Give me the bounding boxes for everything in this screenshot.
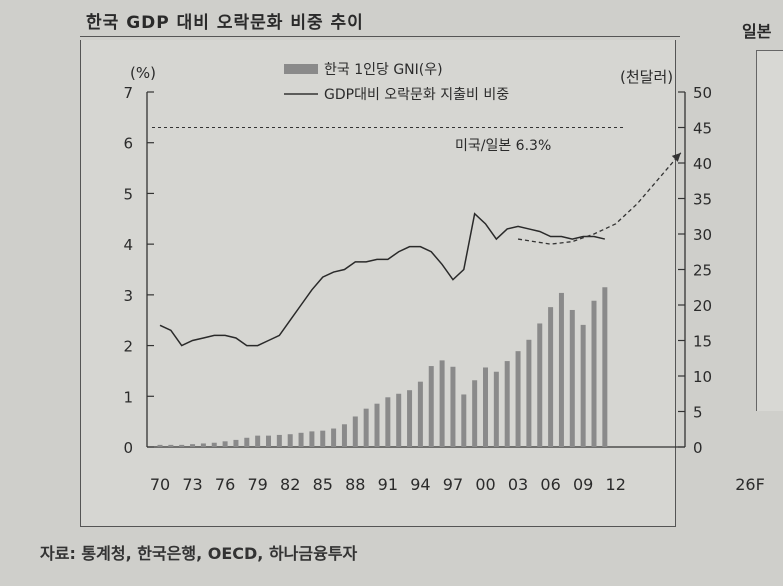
gni-bar	[537, 323, 543, 447]
gni-bar	[504, 361, 510, 447]
gni-bar	[483, 367, 488, 447]
x-tick-label: 12	[606, 475, 626, 494]
gni-bar	[461, 394, 467, 447]
gni-bar	[266, 435, 271, 447]
left-tick-label: 3	[123, 287, 133, 305]
right-tick-label: 20	[693, 297, 712, 315]
gni-bar	[450, 366, 456, 447]
right-tick-label: 0	[693, 439, 703, 457]
x-tick-label: 76	[215, 475, 235, 494]
gni-bar	[396, 393, 402, 447]
x-tick-label: 88	[345, 475, 365, 494]
right-axis-unit: (천달러)	[620, 68, 673, 86]
gni-bar	[417, 381, 423, 447]
gni-bar	[222, 441, 228, 447]
gni-bar	[352, 416, 358, 447]
x-tick-label: 03	[508, 475, 528, 494]
x-tick-label: 09	[573, 475, 593, 494]
share-line	[159, 212, 606, 347]
x-tick-label: 97	[443, 475, 463, 494]
gni-bar	[569, 309, 575, 447]
x-tick-label: 26F	[735, 475, 765, 494]
legend-bar-swatch	[284, 64, 318, 74]
gni-bar	[233, 439, 239, 447]
legend-line-label: GDP대비 오락문화 지출비 비중	[324, 87, 509, 103]
gni-bar	[363, 408, 369, 447]
left-tick-label: 4	[123, 236, 133, 254]
gni-bar	[200, 443, 206, 447]
gni-bar	[298, 432, 304, 447]
x-tick-label: 91	[378, 475, 398, 494]
right-tick-label: 5	[693, 404, 703, 422]
gni-bar	[591, 300, 597, 447]
x-tick-label: 70	[150, 475, 170, 494]
chart-title: 한국 GDP 대비 오락문화 비중 추이	[86, 13, 364, 33]
source-note: 자료: 통계청, 한국은행, OECD, 하나금융투자	[40, 544, 358, 563]
left-tick-label: 6	[123, 135, 133, 153]
left-tick-label: 2	[123, 338, 133, 356]
gni-bar	[341, 424, 347, 447]
gni-bar	[287, 434, 293, 447]
left-tick-label: 0	[123, 439, 133, 457]
gni-bar	[385, 397, 391, 447]
left-tick-label: 5	[123, 185, 133, 203]
gni-bar	[374, 403, 380, 447]
gni-bar	[580, 324, 586, 447]
left-tick-label: 7	[123, 84, 133, 102]
side-chart-title: 일본	[742, 22, 772, 41]
right-tick-label: 40	[693, 155, 712, 173]
gni-bar	[526, 339, 532, 447]
gni-bar	[493, 371, 499, 447]
gni-bar	[331, 428, 337, 447]
side-chart-frame	[756, 50, 783, 411]
gni-bar	[407, 390, 413, 447]
reference-label: 미국/일본 6.3%	[455, 138, 551, 154]
left-axis-unit: (%)	[130, 64, 156, 82]
gni-bar	[439, 360, 445, 447]
x-tick-label: 00	[475, 475, 495, 494]
x-tick-label: 79	[247, 475, 267, 494]
gni-bar	[168, 444, 174, 447]
gni-bar	[244, 437, 250, 447]
gni-bar	[157, 444, 163, 447]
gni-bar	[428, 366, 434, 447]
gni-bar	[309, 431, 315, 447]
gni-bar	[472, 380, 478, 447]
x-tick-label: 82	[280, 475, 300, 494]
x-tick-label: 94	[410, 475, 430, 494]
right-tick-label: 35	[693, 191, 712, 209]
title-rule	[80, 36, 680, 37]
gni-bar	[515, 351, 521, 447]
forecast-dashed-line	[517, 152, 682, 245]
x-tick-label: 73	[182, 475, 202, 494]
gni-bar	[179, 444, 185, 447]
gni-bar	[190, 444, 196, 447]
right-tick-label: 10	[693, 368, 712, 386]
gni-bar	[558, 292, 564, 447]
gni-bar	[548, 307, 554, 447]
gni-bar	[211, 442, 217, 447]
x-tick-label: 06	[540, 475, 560, 494]
gni-bar	[276, 434, 282, 447]
x-tick-label: 85	[313, 475, 333, 494]
forecast-arrow-head	[671, 152, 681, 162]
right-tick-label: 30	[693, 226, 712, 244]
right-tick-label: 45	[693, 120, 712, 138]
gni-bar	[255, 435, 261, 447]
gni-bar	[320, 430, 326, 447]
legend-bar-label: 한국 1인당 GNI(우)	[324, 62, 443, 78]
gni-bar	[602, 287, 608, 447]
right-tick-label: 15	[693, 333, 712, 351]
left-tick-label: 1	[123, 388, 133, 406]
right-tick-label: 25	[693, 262, 712, 280]
right-tick-label: 50	[693, 84, 712, 102]
